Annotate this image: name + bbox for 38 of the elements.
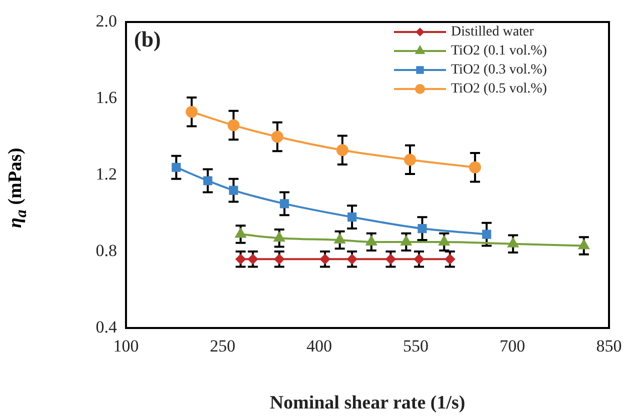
point: [280, 199, 289, 208]
y-tick-label: 0.8: [96, 240, 117, 260]
point: [508, 238, 518, 248]
annotation: (b): [134, 26, 161, 52]
point: [418, 224, 427, 234]
point: [274, 232, 285, 242]
legend-label: TiO2 (0.5 vol.%): [451, 82, 548, 97]
point: [235, 228, 246, 238]
point: [336, 144, 348, 156]
y-tick-label: 1.6: [96, 88, 117, 107]
point: [334, 234, 346, 244]
point: [348, 212, 357, 222]
x-tick-label: 100: [113, 336, 139, 356]
x-tick-label: 700: [500, 336, 526, 356]
point: [203, 176, 212, 186]
point: [482, 230, 492, 239]
point: [404, 154, 416, 166]
point: [172, 162, 181, 172]
x-tick-label: 850: [596, 336, 622, 356]
point: [438, 236, 450, 246]
point: [578, 240, 590, 250]
x-tick-label: 400: [306, 336, 332, 356]
y-tick-label: 2.0: [96, 11, 117, 30]
legend-label: TiO2 (0.1 vol.%): [451, 44, 548, 59]
point: [271, 130, 284, 143]
x-tick-label: 250: [210, 336, 236, 356]
legend-label: TiO2 (0.3 vol.%): [451, 62, 548, 78]
legend-label: Distilled water: [451, 24, 534, 40]
point: [469, 161, 482, 174]
point: [229, 186, 238, 195]
point: [186, 106, 198, 118]
point: [400, 236, 412, 246]
point: [228, 119, 240, 132]
point: [366, 236, 377, 246]
y-tick-label: 1.2: [96, 164, 117, 184]
y-tick-label: 0.4: [96, 317, 118, 336]
x-tick-label: 550: [403, 336, 429, 356]
x-axis-title: Nominal shear rate (1/s): [270, 392, 466, 414]
